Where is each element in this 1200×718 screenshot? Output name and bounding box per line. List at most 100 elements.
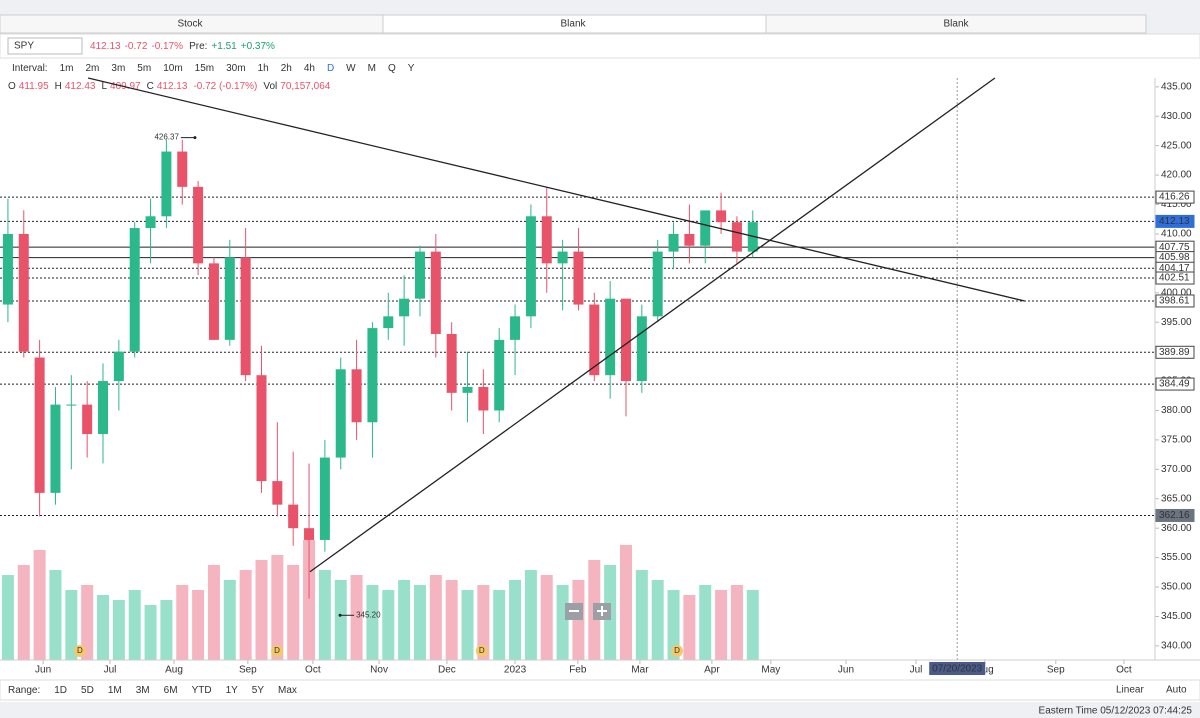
level-label: 402.51 [1159, 273, 1190, 284]
candle-body [494, 339, 505, 411]
candle-body [2, 233, 13, 305]
level-label: 416.26 [1159, 192, 1190, 203]
scale-mode[interactable]: Linear [1116, 685, 1144, 696]
interval-option[interactable]: D [327, 63, 334, 74]
interval-option[interactable]: 5m [137, 63, 151, 74]
tab-label[interactable]: Stock [177, 19, 203, 30]
range-option[interactable]: 5Y [252, 685, 265, 696]
range-option[interactable]: 5D [81, 685, 94, 696]
level-tag [1155, 294, 1195, 308]
y-tick-label: 355.00 [1161, 552, 1192, 563]
ohlc-change: -0.72 (-0.17%) [193, 81, 257, 92]
interval-option[interactable]: 2m [85, 63, 99, 74]
candle-body [668, 233, 679, 252]
interval-option[interactable]: Q [388, 63, 396, 74]
x-tick-label: Sep [239, 665, 257, 676]
level-tag [1155, 345, 1195, 359]
volume-bar [160, 600, 173, 660]
y-tick-label: 360.00 [1161, 523, 1192, 534]
dividend-marker[interactable] [271, 645, 284, 657]
dividend-marker[interactable] [671, 645, 684, 657]
interval-option[interactable]: Y [408, 63, 415, 74]
candle-body [272, 481, 283, 505]
volume-bar [65, 590, 78, 660]
candle-body [304, 528, 315, 540]
y-tick-label: 425.00 [1161, 140, 1192, 151]
interval-option[interactable]: M [368, 63, 376, 74]
quote-bar [0, 33, 1200, 59]
tab-label[interactable]: Blank [943, 19, 969, 30]
candle-body [335, 369, 346, 458]
volume-bar [128, 590, 141, 660]
level-label: 389.89 [1159, 347, 1190, 358]
x-tick-label: Nov [370, 665, 388, 676]
tab[interactable] [765, 14, 1147, 34]
candle-body [731, 222, 742, 252]
candle-body [541, 216, 552, 264]
dividend-label: D [479, 646, 485, 655]
vol-label: Vol [263, 81, 277, 92]
range-option[interactable]: Max [278, 685, 297, 696]
interval-option[interactable]: 4h [304, 63, 315, 74]
candle-body [620, 298, 631, 382]
range-option[interactable]: 1Y [226, 685, 239, 696]
cursor-label: 07/20/2023 [932, 664, 982, 675]
symbol[interactable]: SPY [14, 41, 34, 52]
pre-label: Pre: [189, 41, 207, 52]
volume-bar [413, 585, 426, 660]
interval-option[interactable]: W [346, 63, 356, 74]
candle-body [50, 404, 61, 493]
y-tick-label: 350.00 [1161, 582, 1192, 593]
interval-option[interactable]: 30m [226, 63, 245, 74]
interval-option[interactable]: 1h [258, 63, 269, 74]
symbol-input[interactable] [7, 37, 83, 55]
o-label: O [8, 81, 16, 92]
volume-bar [445, 580, 458, 660]
annotation-label: 345.20 [356, 610, 381, 619]
scale-auto[interactable]: Auto [1166, 685, 1187, 696]
range-option[interactable]: YTD [192, 685, 212, 696]
volume-bar [334, 580, 347, 660]
volume-bar [144, 605, 157, 660]
level-tag [1155, 190, 1195, 204]
volume-bar [715, 590, 728, 660]
volume-bar [17, 565, 30, 660]
y-tick-label: 420.00 [1161, 170, 1192, 181]
y-tick-label: 370.00 [1161, 464, 1192, 475]
volume-bar [746, 590, 759, 660]
interval-option[interactable]: 10m [163, 63, 182, 74]
volume-bar [271, 555, 284, 660]
dividend-marker[interactable] [475, 645, 488, 657]
interval-option[interactable]: 15m [195, 63, 214, 74]
x-tick-label: Jun [838, 665, 854, 676]
volume-bar [255, 560, 268, 660]
volume-bar [192, 590, 205, 660]
interval-option[interactable]: 3m [111, 63, 125, 74]
level-label: 398.61 [1159, 296, 1190, 307]
level-label: 405.98 [1159, 252, 1190, 263]
candle-body [589, 304, 600, 376]
interval-option[interactable]: 2h [281, 63, 292, 74]
range-option[interactable]: 3M [136, 685, 150, 696]
range-option[interactable]: 6M [164, 685, 178, 696]
status-time: Eastern Time 05/12/2023 07:44:25 [1039, 706, 1193, 717]
range-option[interactable]: 1M [108, 685, 122, 696]
range-option[interactable]: 1D [54, 685, 67, 696]
quote: 412.13 -0.72 -0.17% Pre: +1.51 +0.37% [90, 41, 275, 52]
candle-body [177, 151, 188, 187]
level-tag [1155, 271, 1195, 285]
y-tick-label: 345.00 [1161, 611, 1192, 622]
volume-bar [81, 585, 94, 660]
chart: 340.00 345.00 350.00 355.00 360.00 365.00 370.… [0, 77, 1195, 676]
y-tick-label: 340.00 [1161, 641, 1192, 652]
x-tick-label: Jun [35, 665, 51, 676]
volume-bar [524, 570, 537, 660]
candle-body [256, 375, 267, 482]
interval-option[interactable]: 1m [60, 63, 74, 74]
interval-row: Interval: 1m 2m 3m 5m 10m 15m 30m 1h 2h 4h D W M Q Y [12, 63, 415, 74]
volume-bar [33, 550, 46, 660]
dividend-marker[interactable] [73, 645, 86, 657]
pre-change: +1.51 [211, 41, 237, 52]
annotation-dot [338, 613, 342, 617]
tab-label[interactable]: Blank [560, 19, 586, 30]
